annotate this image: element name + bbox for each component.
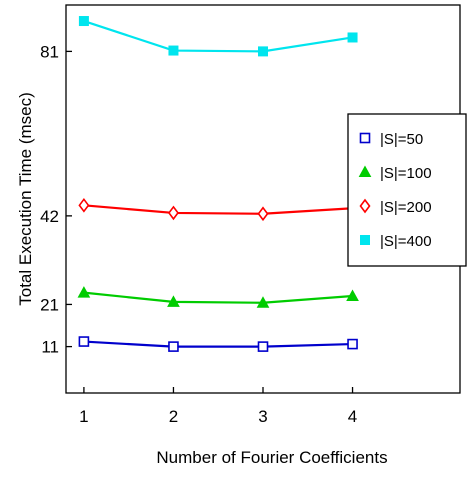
series-group bbox=[78, 197, 359, 222]
y-tick-label: 42 bbox=[40, 207, 59, 226]
legend-marker bbox=[358, 165, 372, 177]
data-point bbox=[78, 336, 90, 347]
data-point bbox=[256, 296, 270, 308]
data-point bbox=[167, 295, 180, 307]
series-group bbox=[77, 286, 359, 308]
legend-label: |S|=100 bbox=[380, 165, 432, 182]
y-tick-label: 81 bbox=[40, 42, 59, 61]
y-tick-label: 21 bbox=[40, 295, 59, 314]
data-point bbox=[168, 341, 179, 352]
series-group bbox=[78, 336, 358, 352]
legend-marker bbox=[360, 235, 370, 245]
x-tick-label: 1 bbox=[79, 407, 88, 426]
x-tick-label: 3 bbox=[258, 407, 267, 426]
data-point bbox=[257, 206, 269, 222]
series-line bbox=[83, 204, 353, 215]
x-tick-label: 4 bbox=[348, 407, 357, 426]
legend-marker bbox=[359, 198, 371, 214]
data-point bbox=[78, 197, 90, 213]
series-group bbox=[78, 16, 358, 57]
x-axis-title: Number of Fourier Coefficients bbox=[156, 448, 387, 467]
data-point bbox=[78, 16, 89, 27]
data-point bbox=[258, 46, 268, 57]
series-layer bbox=[77, 16, 359, 352]
legend-label: |S|=400 bbox=[380, 233, 432, 250]
x-tick-label: 2 bbox=[169, 407, 178, 426]
legend-label: |S|=50 bbox=[380, 131, 423, 148]
data-point bbox=[257, 341, 269, 352]
data-point bbox=[77, 286, 91, 298]
series-line bbox=[83, 340, 353, 348]
data-point bbox=[347, 32, 358, 43]
series-line bbox=[83, 19, 353, 53]
y-axis-title: Total Execution Time (msec) bbox=[16, 92, 35, 306]
data-point bbox=[168, 45, 179, 56]
legend: |S|=50 |S|=100 |S|=200 |S|=400 bbox=[347, 113, 467, 267]
data-point bbox=[347, 338, 358, 350]
legend-marker bbox=[359, 132, 371, 144]
legend-label: |S|=200 bbox=[380, 199, 432, 216]
data-point bbox=[167, 205, 179, 221]
y-tick-label: 11 bbox=[41, 338, 59, 357]
series-line bbox=[83, 291, 353, 304]
data-point bbox=[346, 289, 359, 301]
